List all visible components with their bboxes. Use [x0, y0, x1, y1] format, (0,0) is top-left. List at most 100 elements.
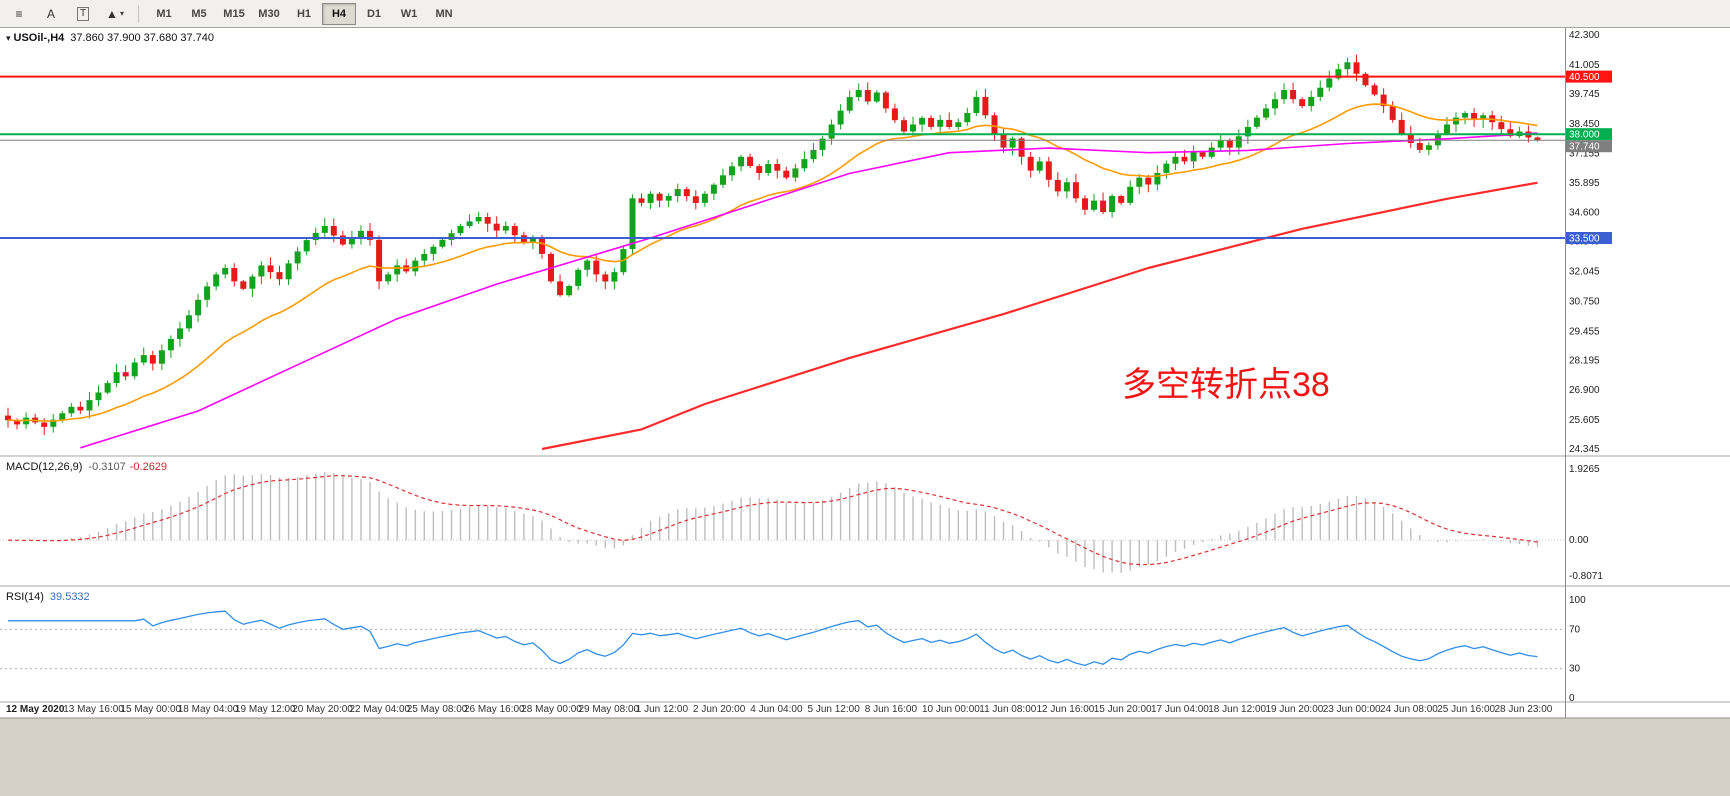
- annotation-text: 多空转折点38: [1122, 366, 1330, 404]
- chart-canvas[interactable]: 多空转折点38 42.300 41.005 39.745 38.450 37.155 35.…: [0, 28, 1730, 796]
- candle-body: [674, 189, 681, 196]
- candle-body: [267, 265, 274, 273]
- timeframe-mn-button[interactable]: MN: [435, 7, 453, 20]
- chart-symbol-period: USOil-,H4: [13, 32, 65, 44]
- candle-body: [1471, 113, 1478, 120]
- candle-body: [710, 184, 717, 194]
- macd-axis-label: -0.8071: [1569, 571, 1603, 582]
- candle-body: [249, 276, 256, 289]
- time-axis-label: 25 May 08:00: [407, 704, 468, 715]
- rsi-line: [8, 610, 1538, 667]
- time-axis-label: 22 May 04:00: [350, 704, 411, 715]
- candle-body: [756, 166, 763, 173]
- candle-body: [1199, 152, 1206, 157]
- price-axis-label: 25.605: [1569, 415, 1600, 426]
- candle-body: [1299, 99, 1306, 107]
- candle-body: [638, 198, 645, 203]
- candle-body: [1290, 90, 1297, 100]
- candle-body: [964, 113, 971, 123]
- time-axis-label: 18 May 04:00: [178, 704, 239, 715]
- time-axis-label: 18 Jun 12:00: [1208, 704, 1266, 715]
- price-badge-label: 37.740: [1569, 142, 1600, 153]
- timeframe-m15-button[interactable]: M15: [223, 7, 245, 20]
- candle-body: [321, 226, 328, 233]
- candle-body: [557, 281, 564, 296]
- candle-body: [240, 281, 247, 289]
- candle-body: [1389, 106, 1396, 120]
- chart-window: 多空转折点38 42.300 41.005 39.745 38.450 37.155 35.…: [0, 28, 1730, 796]
- candle-body: [1009, 138, 1016, 148]
- candle-body: [448, 233, 455, 240]
- candle-body: [783, 170, 790, 178]
- price-axis-label: 34.600: [1569, 208, 1600, 219]
- candle-body: [258, 265, 265, 277]
- candle-body: [430, 246, 437, 254]
- candle-body: [195, 299, 202, 316]
- candle-body: [1036, 161, 1043, 171]
- candle-body: [593, 260, 600, 275]
- macd-main-value: -0.3107: [88, 461, 126, 473]
- candle-body: [1136, 177, 1143, 187]
- candle-body: [1190, 152, 1197, 162]
- candle-body: [1226, 140, 1233, 148]
- time-axis-label: 5 Jun 12:00: [808, 704, 861, 715]
- candle-body: [457, 226, 464, 234]
- candle-body: [955, 122, 962, 127]
- candle-body: [864, 90, 871, 102]
- price-badge: [1566, 232, 1612, 244]
- candle-body: [1172, 156, 1179, 164]
- candle-body: [1425, 145, 1432, 150]
- shapes-icon: ▲: [106, 6, 118, 21]
- text-tool-button[interactable]: T: [68, 3, 98, 25]
- price-badge: [1566, 70, 1612, 83]
- candle-body: [1380, 94, 1387, 107]
- candle-body: [1353, 62, 1360, 74]
- candle-body: [276, 272, 283, 280]
- candle-body: [665, 196, 672, 201]
- timeframe-d1-button[interactable]: D1: [366, 7, 382, 20]
- objects-list-tool-button[interactable]: ≡: [4, 3, 34, 25]
- candle-body: [846, 97, 853, 111]
- price-axis-label: 26.900: [1569, 385, 1600, 396]
- macd-axis-label: 0.00: [1569, 535, 1589, 546]
- candle-body: [1480, 115, 1487, 120]
- candle-body: [1027, 156, 1034, 171]
- candle-body: [421, 253, 428, 261]
- candle-body: [231, 268, 238, 282]
- candle-body: [1272, 99, 1278, 109]
- timeframe-m5-button[interactable]: M5: [191, 7, 207, 20]
- timeframe-m30-button[interactable]: M30: [258, 7, 280, 20]
- macd-indicator-label: MACD(12,26,9) -0.3107 -0.2629: [6, 461, 167, 473]
- candle-body: [819, 138, 826, 150]
- chart-marker-icon: ▾: [6, 33, 11, 43]
- candle-body: [774, 164, 781, 171]
- candle-body: [149, 355, 156, 364]
- candle-body: [701, 193, 708, 203]
- candle-body: [14, 420, 21, 425]
- candle-body: [1281, 90, 1288, 100]
- timeframe-m1-button[interactable]: M1: [156, 7, 172, 20]
- price-badge: [1566, 140, 1612, 153]
- candle-body: [1145, 177, 1152, 185]
- candle-body: [466, 221, 473, 226]
- price-axis-label: 41.005: [1569, 60, 1600, 71]
- time-axis-label: 13 May 16:00: [63, 704, 124, 715]
- text-label-tool-button[interactable]: A: [36, 3, 66, 25]
- ma-slow-line: [541, 181, 1538, 451]
- candle-body: [1109, 196, 1116, 213]
- candle-body: [1371, 85, 1378, 95]
- timeframe-w1-button[interactable]: W1: [400, 7, 418, 20]
- timeframe-h4-button[interactable]: H4: [322, 2, 356, 25]
- timeframe-h1-button[interactable]: H1: [296, 7, 312, 20]
- candle-body: [720, 175, 726, 185]
- text-icon: T: [76, 6, 90, 21]
- shapes-tool-button[interactable]: ▲ ▾: [100, 3, 130, 25]
- candle-body: [1118, 196, 1125, 203]
- candle-body: [1362, 73, 1369, 86]
- candle-body: [1217, 140, 1224, 148]
- time-axis-label: 2 Jun 20:00: [693, 704, 746, 715]
- candle-body: [1082, 198, 1088, 210]
- time-axis-label: 11 Jun 08:00: [979, 704, 1037, 715]
- candle-body: [1444, 124, 1450, 134]
- candle-body: [584, 260, 591, 270]
